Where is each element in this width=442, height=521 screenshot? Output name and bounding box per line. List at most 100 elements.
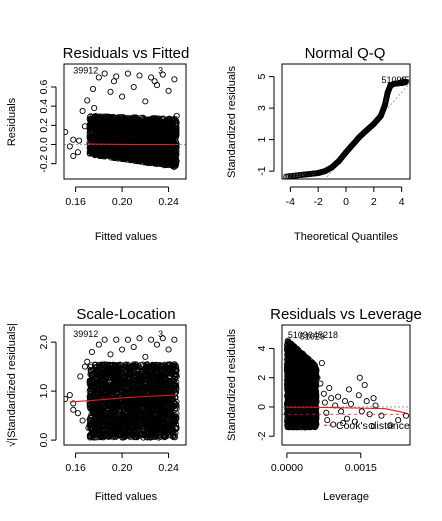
data-point [156,409,163,416]
data-point [119,114,126,121]
data-point [104,113,111,120]
plot-area: 5109645218 [283,75,425,179]
data-point [89,85,97,92]
data-point [134,388,141,395]
data-point [139,120,146,127]
data-point [111,396,118,403]
data-point [101,426,108,433]
data-point [100,153,107,160]
data-point [114,400,121,407]
data-point [149,137,156,144]
data-point [103,129,110,136]
x-tick-label: 0.20 [112,196,133,208]
data-point [143,157,150,164]
x-tick-label: 2 [371,196,377,208]
data-point [113,73,120,80]
data-point [135,377,142,384]
data-point [106,374,113,381]
data-point [133,432,140,439]
data-point [90,123,97,130]
point-label: 39912 [73,66,98,76]
data-point [151,78,158,85]
data-point [86,124,93,131]
data-point [131,149,138,156]
data-point [107,146,114,153]
data-point [105,368,112,375]
data-point [140,397,147,404]
data-point [139,378,146,385]
x-tick-label: 4 [399,196,405,208]
data-point [114,372,121,379]
panel-title: Residuals vs Fitted [63,45,190,62]
plot-area: 39912 3 [64,329,180,441]
data-point [101,120,108,127]
panel-normal-qq: Normal Q-Q Theoretical Quantiles Standar… [226,45,425,243]
data-point [166,137,173,144]
data-point [164,369,171,376]
data-point [133,413,140,420]
data-point [172,121,179,128]
data-point [111,431,118,438]
data-point [134,404,141,411]
data-point [166,406,173,413]
data-point [131,431,138,438]
data-point [118,153,125,160]
data-point [109,414,116,421]
data-point [162,432,169,439]
data-point [118,130,125,137]
data-point [156,361,163,368]
data-point [97,363,104,370]
data-point [172,153,179,160]
x-tick-label: 0 [343,196,349,208]
x-axis-label: Fitted values [95,491,158,503]
qq-point [402,79,409,86]
y-axis-label: Standardized residuals [226,66,238,178]
data-point [143,389,150,396]
data-point [87,145,94,152]
data-point [106,383,113,390]
data-point [169,162,176,169]
data-point [107,128,114,135]
y-tick-label: 0.6 [38,80,50,95]
data-point [134,367,141,374]
y-tick-label: -1 [256,166,268,175]
data-point [124,381,131,388]
data-point [136,72,143,79]
data-point [92,405,99,412]
point-label: 45218 [400,75,425,85]
data-point [167,124,174,131]
data-point [155,364,162,371]
data-point [171,128,178,135]
data-point [140,425,147,432]
x-axis-label: Fitted values [95,231,158,243]
data-point [172,124,179,131]
data-point [137,158,144,165]
data-point [99,431,106,438]
data-point [157,423,164,430]
data-point [110,154,117,161]
data-point [110,78,118,85]
y-axis-label: √|Standardized residuals| [6,323,18,447]
data-point [127,379,134,386]
data-point [155,370,162,377]
data-point [135,119,142,126]
data-point [87,113,94,120]
data-point [131,115,138,122]
data-point [142,124,149,131]
data-point [155,132,162,139]
data-point [91,133,98,140]
x-tick-label: 0.24 [158,196,179,208]
data-point [119,366,126,373]
data-point [142,98,149,105]
data-point [107,424,114,431]
data-point [158,131,165,138]
data-point [95,146,102,153]
data-point [81,123,88,130]
data-point [127,367,134,374]
data-point [122,126,129,133]
data-point [76,137,83,144]
data-point [130,153,137,160]
y-tick-label: 0.0 [38,137,50,152]
point-label: 51096 [381,75,406,85]
